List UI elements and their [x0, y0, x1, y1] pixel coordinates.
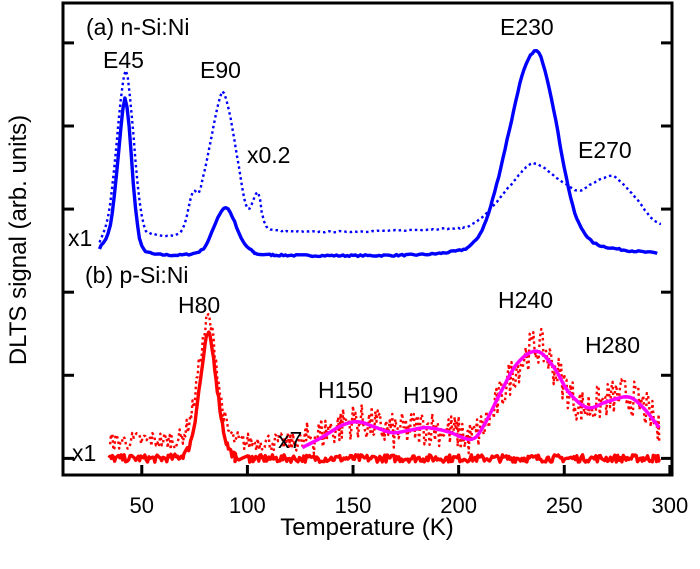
label-E90: E90 [200, 57, 241, 83]
label-E270: E270 [578, 137, 632, 163]
series-line-2 [107, 330, 661, 464]
x-tick-label: 100 [229, 493, 266, 518]
label-H190: H190 [403, 382, 458, 408]
panel-label-a: (a) n-Si:Ni [86, 14, 190, 40]
x-tick-label: 250 [546, 493, 583, 518]
series-layer [97, 49, 662, 464]
label-H80: H80 [178, 292, 220, 318]
label-x1-b: x1 [72, 440, 96, 466]
x-tick-label: 300 [652, 493, 689, 518]
y-axis-label: DLTS signal (arb. units) [5, 115, 32, 365]
label-H240: H240 [498, 287, 553, 313]
x-tick-label: 50 [130, 493, 154, 518]
label-x1-a: x1 [68, 225, 92, 251]
label-H150: H150 [318, 377, 373, 403]
series-line-4 [301, 349, 661, 450]
x-axis-label: Temperature (K) [280, 514, 453, 541]
label-E45: E45 [103, 47, 144, 73]
panel-label-b: (b) p-Si:Ni [85, 262, 189, 288]
series-line-3 [108, 312, 661, 455]
label-x7: x7 [278, 427, 302, 453]
label-H280: H280 [585, 332, 640, 358]
x-tick-label: 200 [440, 493, 477, 518]
label-E230: E230 [500, 14, 554, 40]
x-tick-label: 150 [335, 493, 372, 518]
series-line-0 [97, 49, 658, 259]
ticks: 50 100 150 200 250 300 [63, 41, 689, 518]
label-x0.2: x0.2 [247, 142, 290, 168]
plot-frame [61, 1, 674, 477]
